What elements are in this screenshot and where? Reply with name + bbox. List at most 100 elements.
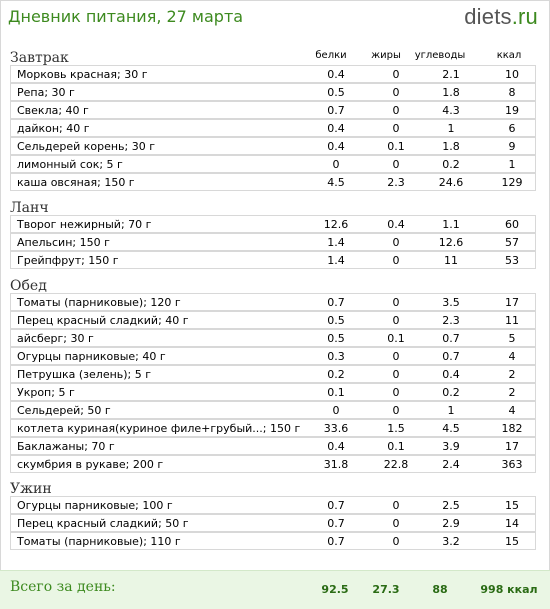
protein-value: 0.7 — [327, 517, 345, 530]
protein-value: 0.5 — [327, 332, 345, 345]
food-name: Огурцы парниковые; 100 г — [17, 499, 173, 512]
protein-value: 0.4 — [327, 122, 345, 135]
carbs-value: 1.8 — [442, 140, 460, 153]
fat-value: 0 — [392, 368, 400, 381]
table-row: Огурцы парниковые; 40 г 0.3 0 0.7 4 — [10, 347, 536, 365]
table-row: Баклажаны; 70 г 0.4 0.1 3.9 17 — [10, 437, 536, 455]
carbs-value: 0.4 — [442, 368, 460, 381]
table-row: скумбрия в рукаве; 200 г 31.8 22.8 2.4 363 — [10, 455, 536, 473]
total-label: Всего за день: — [10, 579, 116, 595]
site-logo[interactable]: diets.ru — [464, 4, 538, 30]
fat-value: 0.4 — [387, 218, 405, 231]
carbs-value: 0.2 — [442, 158, 460, 171]
table-row: котлета куриная(куриное филе+грубый...; … — [10, 419, 536, 437]
food-name: Томаты (парниковые); 120 г — [17, 296, 181, 309]
fat-value: 0 — [392, 517, 400, 530]
food-name: Укроп; 5 г — [17, 386, 75, 399]
table-row: Петрушка (зелень); 5 г 0.2 0 0.4 2 — [10, 365, 536, 383]
table-row: айсберг; 30 г 0.5 0.1 0.7 5 — [10, 329, 536, 347]
section-title: Ужин — [10, 481, 52, 497]
total-carbs: 88 — [432, 583, 448, 596]
kcal-value: 129 — [501, 176, 523, 189]
carbs-value: 24.6 — [438, 176, 464, 189]
protein-value: 0.7 — [327, 499, 345, 512]
fat-value: 0 — [392, 254, 400, 267]
kcal-value: 17 — [505, 440, 519, 453]
protein-value: 33.6 — [323, 422, 349, 435]
kcal-value: 53 — [505, 254, 519, 267]
protein-value: 4.5 — [327, 176, 345, 189]
fat-value: 2.3 — [387, 176, 405, 189]
page-header: Дневник питания, 27 марта diets.ru — [0, 0, 550, 34]
food-name: Грейпфрут; 150 г — [17, 254, 119, 267]
kcal-value: 10 — [505, 68, 519, 81]
table-row: Творог нежирный; 70 г 12.6 0.4 1.1 60 — [10, 215, 536, 233]
kcal-value: 11 — [505, 314, 519, 327]
carbs-value: 3.9 — [442, 440, 460, 453]
food-name: Свекла; 40 г — [17, 104, 89, 117]
food-name: Творог нежирный; 70 г — [17, 218, 152, 231]
protein-value: 0.7 — [327, 535, 345, 548]
kcal-value: 15 — [505, 535, 519, 548]
protein-value: 12.6 — [323, 218, 349, 231]
carbs-value: 1.8 — [442, 86, 460, 99]
carbs-value: 11 — [444, 254, 458, 267]
fat-value: 0 — [392, 386, 400, 399]
protein-value: 1.4 — [327, 254, 345, 267]
carbs-value: 0.7 — [442, 350, 460, 363]
protein-value: 0.7 — [327, 104, 345, 117]
kcal-value: 19 — [505, 104, 519, 117]
carbs-value: 3.2 — [442, 535, 460, 548]
fat-value: 1.5 — [387, 422, 405, 435]
table-row: каша овсяная; 150 г 4.5 2.3 24.6 129 — [10, 173, 536, 191]
protein-value: 0.4 — [327, 68, 345, 81]
kcal-value: 9 — [508, 140, 516, 153]
food-name: каша овсяная; 150 г — [17, 176, 135, 189]
table-row: Томаты (парниковые); 120 г 0.7 0 3.5 17 — [10, 293, 536, 311]
food-name: скумбрия в рукаве; 200 г — [17, 458, 164, 471]
kcal-value: 1 — [508, 158, 516, 171]
kcal-value: 4 — [508, 404, 516, 417]
food-name: Перец красный сладкий; 50 г — [17, 517, 189, 530]
food-name: котлета куриная(куриное филе+грубый...; … — [17, 422, 301, 435]
carbs-value: 0.7 — [442, 332, 460, 345]
table-row: Свекла; 40 г 0.7 0 4.3 19 — [10, 101, 536, 119]
column-headers: белки жиры углеводы ккал — [0, 50, 550, 64]
protein-value: 0 — [332, 158, 340, 171]
logo-main: diets — [464, 4, 512, 29]
kcal-value: 57 — [505, 236, 519, 249]
carbs-value: 2.5 — [442, 499, 460, 512]
section-title: Обед — [10, 278, 47, 294]
fat-value: 22.8 — [383, 458, 409, 471]
carbs-value: 2.4 — [442, 458, 460, 471]
protein-value: 0.7 — [327, 296, 345, 309]
total-fat: 27.3 — [372, 583, 400, 596]
table-row: Репа; 30 г 0.5 0 1.8 8 — [10, 83, 536, 101]
kcal-value: 15 — [505, 499, 519, 512]
kcal-value: 60 — [505, 218, 519, 231]
food-name: дайкон; 40 г — [17, 122, 90, 135]
protein-value: 0.4 — [327, 440, 345, 453]
page-title: Дневник питания, 27 марта — [8, 7, 244, 26]
protein-value: 31.8 — [323, 458, 349, 471]
col-protein: белки — [315, 50, 347, 61]
carbs-value: 1 — [447, 122, 455, 135]
carbs-value: 2.9 — [442, 517, 460, 530]
table-row: Укроп; 5 г 0.1 0 0.2 2 — [10, 383, 536, 401]
carbs-value: 4.5 — [442, 422, 460, 435]
table-row: лимонный сок; 5 г 0 0 0.2 1 — [10, 155, 536, 173]
carbs-value: 0.2 — [442, 386, 460, 399]
protein-value: 0.4 — [327, 140, 345, 153]
fat-value: 0 — [392, 104, 400, 117]
protein-value: 0.5 — [327, 314, 345, 327]
logo-domain: .ru — [511, 4, 538, 29]
table-row: Сельдерей; 50 г 0 0 1 4 — [10, 401, 536, 419]
table-row: дайкон; 40 г 0.4 0 1 6 — [10, 119, 536, 137]
fat-value: 0 — [392, 404, 400, 417]
section-title: Ланч — [10, 200, 49, 216]
carbs-value: 1.1 — [442, 218, 460, 231]
protein-value: 0 — [332, 404, 340, 417]
food-name: лимонный сок; 5 г — [17, 158, 123, 171]
food-name: Апельсин; 150 г — [17, 236, 110, 249]
food-name: Огурцы парниковые; 40 г — [17, 350, 166, 363]
